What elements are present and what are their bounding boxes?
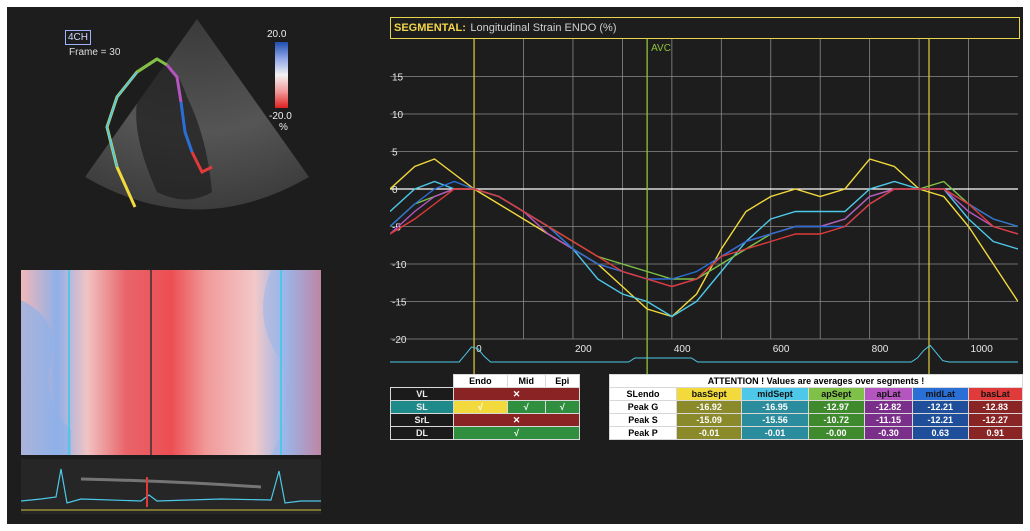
trace-apsept	[136, 57, 168, 74]
x-tick-label: 600	[773, 344, 790, 355]
colorbar-unit: %	[279, 122, 288, 133]
frame-counter: Frame = 30	[69, 47, 121, 58]
trace-aplat	[165, 64, 183, 103]
method-col-endo: Endo	[453, 374, 508, 388]
colorbar	[275, 42, 288, 108]
method-row-label: VL	[390, 387, 454, 401]
plot-title-prefix: SEGMENTAL:	[394, 22, 466, 34]
values-row: Peak G -16.92 -16.95 -12.97 -12.82 -12.21 -12.…	[609, 400, 1023, 414]
values-cell: -16.95	[741, 400, 809, 414]
values-cell: -15.09	[675, 413, 743, 427]
y-tick-label: -20	[392, 335, 407, 346]
values-cell: -12.83	[967, 400, 1023, 414]
curved-mmode-panel[interactable]	[21, 270, 321, 455]
x-tick-label: 400	[674, 344, 691, 355]
values-cell: -12.97	[807, 400, 865, 414]
y-tick-label: 0	[392, 185, 398, 196]
method-status[interactable]: √	[544, 400, 581, 414]
values-col-apsept: apSept	[807, 387, 865, 401]
values-cell: -10.72	[807, 413, 865, 427]
ecg-trace	[390, 344, 1018, 363]
values-row-label: Peak P	[609, 426, 677, 440]
series-baslat	[390, 188, 1018, 288]
values-row: Peak S -15.09 -15.56 -10.72 -11.15 -12.21 -12.…	[609, 413, 1023, 427]
values-cell: 0.91	[967, 426, 1023, 440]
avc-label: AVC	[651, 43, 671, 54]
series-bassept	[390, 158, 1018, 318]
values-cell: -12.21	[912, 413, 969, 427]
trace-midsept	[105, 71, 138, 168]
y-tick-label: -10	[392, 260, 407, 271]
lv-cavity	[136, 62, 212, 200]
trace-midlat	[179, 101, 194, 153]
colorbar-max: 20.0	[267, 29, 287, 40]
y-tick-label: 5	[392, 148, 398, 159]
method-row-label: SL	[390, 400, 454, 414]
values-cell: -0.01	[741, 426, 809, 440]
chart-background	[390, 39, 1018, 374]
y-tick-label: 15	[392, 73, 404, 84]
method-table: Endo Mid Epi VL ✕ SL √ √ √ SrL ✕ DL √	[390, 374, 581, 440]
values-row: Peak P -0.01 -0.01 -0.00 -0.30 0.63 0.91	[609, 426, 1023, 440]
echo-sector	[85, 19, 309, 210]
plot-title-text: Longitudinal Strain ENDO (%)	[470, 22, 617, 34]
values-cell: -0.00	[807, 426, 865, 440]
trace-baslat	[190, 151, 213, 175]
values-row-label: Peak G	[609, 400, 677, 414]
colorbar-min: -20.0	[269, 111, 292, 122]
method-row-label: SrL	[390, 413, 454, 427]
values-cell: -0.01	[675, 426, 743, 440]
values-cell: -15.56	[741, 413, 809, 427]
plot-title-box: SEGMENTAL: Longitudinal Strain ENDO (%)	[390, 17, 1020, 39]
method-row: DL √	[390, 426, 580, 440]
method-row: SL √ √ √	[390, 400, 581, 414]
values-row-label: Peak S	[609, 413, 677, 427]
x-tick-label: 200	[575, 344, 592, 355]
echo-image[interactable]	[77, 17, 317, 227]
values-col-midsept: midSept	[741, 387, 809, 401]
values-cell: -16.92	[675, 400, 743, 414]
values-cell: 0.63	[912, 426, 969, 440]
values-corner: SLendo	[609, 387, 677, 401]
values-col-midlat: midLat	[912, 387, 969, 401]
method-status[interactable]: ✕	[453, 413, 580, 427]
method-row: SrL ✕	[390, 413, 580, 427]
method-status[interactable]: √	[453, 426, 580, 440]
values-banner: ATTENTION ! Values are averages over seg…	[609, 374, 1023, 388]
method-row-label: DL	[390, 426, 454, 440]
method-row: VL ✕	[390, 387, 580, 401]
values-cell: -12.82	[863, 400, 914, 414]
view-label: 4CH	[65, 30, 91, 45]
y-tick-label: 10	[392, 110, 404, 121]
values-col-aplat: apLat	[863, 387, 914, 401]
x-tick-label: 1000	[971, 344, 994, 355]
values-col-baslat: basLat	[967, 387, 1023, 401]
method-col-epi: Epi	[544, 374, 581, 388]
values-table: ATTENTION ! Values are averages over seg…	[609, 374, 1023, 440]
method-status[interactable]: √	[453, 400, 508, 414]
echo-software-screen: 4CH Frame = 30 20.0 -20.0 % SEGMENTAL: L…	[7, 7, 1023, 524]
values-cell: -12.27	[967, 413, 1023, 427]
values-cell: -11.15	[863, 413, 914, 427]
values-cell: -0.30	[863, 426, 914, 440]
x-tick-label: 800	[872, 344, 889, 355]
method-status[interactable]: √	[506, 400, 546, 414]
values-col-bassept: basSept	[675, 387, 743, 401]
method-col-mid: Mid	[506, 374, 546, 388]
ecg-strip[interactable]	[21, 459, 321, 514]
y-tick-label: -15	[392, 298, 407, 309]
method-status[interactable]: ✕	[453, 387, 580, 401]
values-cell: -12.21	[912, 400, 969, 414]
method-corner	[391, 375, 454, 388]
